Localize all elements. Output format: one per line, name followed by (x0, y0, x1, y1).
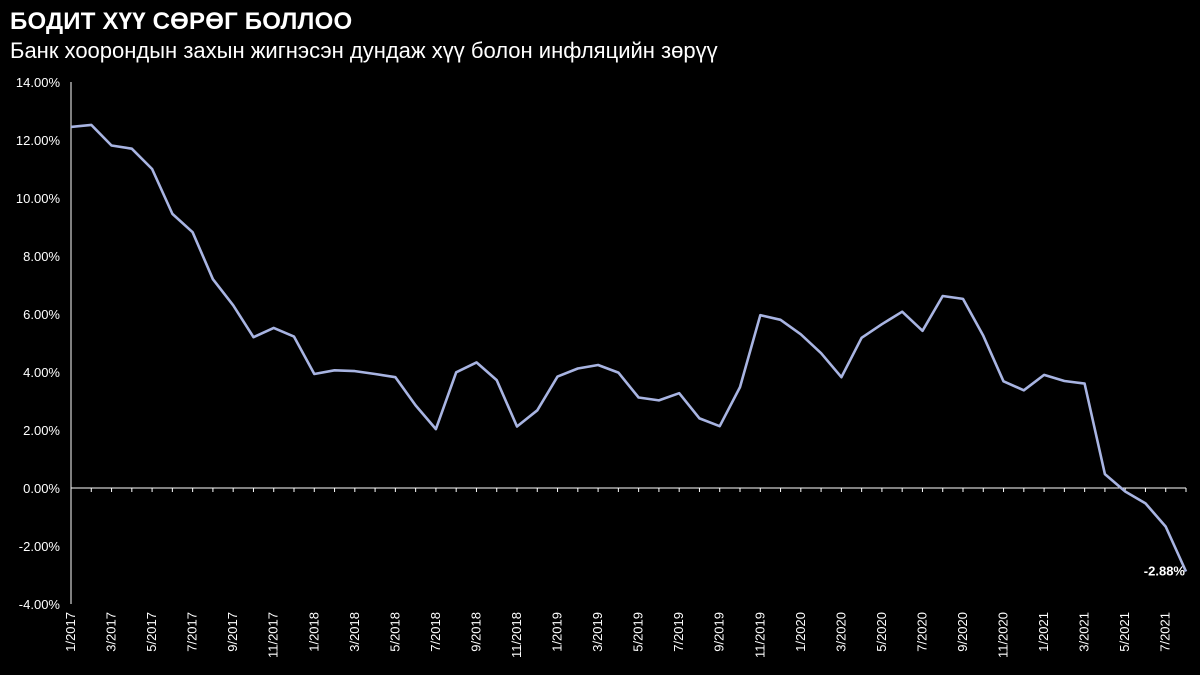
x-tick-label: 9/2019 (712, 612, 727, 652)
x-tick-label: 5/2021 (1117, 612, 1132, 652)
x-tick-label: 7/2017 (185, 612, 200, 652)
x-tick-label: 5/2017 (144, 612, 159, 652)
plot-area: -2.88% (70, 123, 1188, 579)
x-tick-label: 11/2019 (752, 612, 767, 658)
x-axis: 1/2017 3/2017 5/2017 7/2017 9/2017 11/2017 1/2… (63, 487, 1187, 658)
x-tick-label: 5/2019 (631, 612, 646, 652)
x-tick-label: 9/2020 (955, 612, 970, 652)
x-tick-label: 1/2021 (1036, 612, 1051, 652)
y-tick-label: 14.00% (16, 75, 61, 90)
y-tick-label: 0.00% (23, 481, 60, 496)
y-tick-label: -4.00% (19, 597, 61, 612)
x-tick-label: 3/2020 (833, 612, 848, 652)
x-tick-label: 5/2020 (874, 612, 889, 652)
last-value-label: -2.88% (1144, 564, 1186, 579)
x-tick-label: 3/2021 (1077, 612, 1092, 652)
x-tick-label: 5/2018 (387, 612, 402, 652)
chart-subtitle: Банк хоорондын захын жигнэсэн дундаж хүү… (10, 38, 718, 63)
y-tick-label: 8.00% (23, 249, 60, 264)
y-tick-label: -2.00% (19, 539, 61, 554)
x-tick-label: 7/2020 (914, 612, 929, 652)
x-tick-label: 1/2017 (63, 612, 78, 652)
series-line (70, 123, 1188, 573)
x-tick-label: 9/2018 (468, 612, 483, 652)
x-tick-label: 9/2017 (225, 612, 240, 652)
x-tick-label: 7/2018 (428, 612, 443, 652)
x-tick-label: 7/2021 (1158, 612, 1173, 652)
x-tick-label: 1/2020 (793, 612, 808, 652)
x-tick-label: 3/2017 (104, 612, 119, 652)
y-tick-label: 10.00% (16, 191, 61, 206)
y-tick-label: 4.00% (23, 365, 60, 380)
y-tick-label: 6.00% (23, 307, 60, 322)
x-tick-label: 1/2019 (550, 612, 565, 652)
x-tick-label: 7/2019 (671, 612, 686, 652)
x-tick-label: 3/2018 (347, 612, 362, 652)
chart-title: БОДИТ ХҮҮ СӨРӨГ БОЛЛОО (10, 8, 353, 35)
y-tick-label: 12.00% (16, 133, 61, 148)
y-axis: 14.00% 12.00% 10.00% 8.00% 6.00% 4.00% 2.00% 0.… (16, 75, 72, 612)
x-tick-label: 11/2017 (266, 612, 281, 658)
x-tick-label: 3/2019 (590, 612, 605, 652)
y-tick-label: 2.00% (23, 423, 60, 438)
x-tick-label: 1/2018 (306, 612, 321, 652)
x-tick-label: 11/2020 (996, 612, 1011, 658)
x-tick-label: 11/2018 (509, 612, 524, 658)
